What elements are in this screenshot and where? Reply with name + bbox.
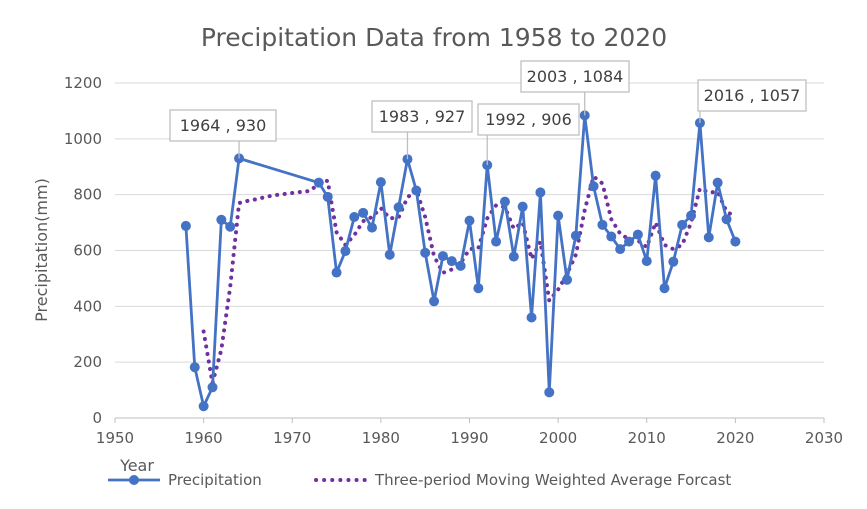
data-point-1986	[429, 296, 440, 307]
x-axis-title: Year	[119, 456, 154, 475]
data-point-1985	[420, 247, 431, 258]
data-point-1976	[340, 246, 351, 257]
legend-label-precipitation: Precipitation	[168, 471, 262, 489]
x-tick-label-1950: 1950	[96, 429, 134, 447]
data-point-1987	[437, 251, 448, 262]
legend-label-forecast: Three-period Moving Weighted Average For…	[374, 471, 731, 489]
data-point-1999	[544, 387, 555, 398]
data-point-1963	[225, 221, 236, 232]
callout-box-1964	[169, 109, 277, 142]
callout-box-2016	[697, 79, 807, 112]
x-tick-label-2030: 2030	[805, 429, 843, 447]
callout-label-1992: 1992 , 906	[485, 110, 572, 129]
series-layer	[180, 110, 741, 412]
data-point-1989	[455, 260, 466, 271]
y-tick-label-0: 0	[92, 409, 102, 427]
y-tick-label-1200: 1200	[64, 74, 102, 92]
x-tick-label-2020: 2020	[716, 429, 754, 447]
data-point-2012	[659, 283, 670, 294]
data-point-2015	[686, 210, 697, 221]
data-point-1991	[473, 283, 484, 294]
data-point-2005	[597, 219, 608, 230]
legend: Precipitation Three-period Moving Weight…	[108, 471, 731, 489]
data-point-1984	[411, 185, 422, 196]
data-point-1990	[464, 215, 475, 226]
data-point-1993	[491, 236, 502, 247]
y-tick-label-400: 400	[73, 297, 102, 315]
data-point-1958	[180, 220, 191, 231]
x-tick-label-1970: 1970	[273, 429, 311, 447]
data-point-1994	[499, 196, 510, 207]
y-tick-label-1000: 1000	[64, 130, 102, 148]
data-point-1982	[393, 202, 404, 213]
data-point-1998	[535, 187, 546, 198]
data-point-2004	[588, 181, 599, 192]
callout-label-2003: 2003 , 1084	[527, 67, 624, 86]
callout-label-1983: 1983 , 927	[379, 107, 466, 126]
data-point-2011	[650, 170, 661, 181]
data-point-2010	[641, 256, 652, 267]
data-point-2000	[553, 210, 564, 221]
x-axis-ticks: 1950 1960 1970 1980 1990 2000 2010 2020 2030	[96, 417, 843, 447]
data-point-1962	[216, 214, 227, 225]
x-tick-label-2000: 2000	[539, 429, 577, 447]
callout-box-1983	[371, 100, 473, 133]
x-tick-label-2010: 2010	[628, 429, 666, 447]
data-point-1979	[367, 222, 378, 233]
y-tick-label-800: 800	[73, 186, 102, 204]
data-point-2017	[703, 232, 714, 243]
data-point-1997	[526, 312, 537, 323]
y-axis-title: Precipitation(mm)	[32, 178, 51, 322]
data-point-1975	[331, 267, 342, 278]
data-point-2007	[615, 244, 626, 255]
data-point-2008	[624, 236, 635, 247]
x-tick-label-1980: 1980	[362, 429, 400, 447]
data-point-1980	[375, 177, 386, 188]
data-point-1995	[508, 251, 519, 262]
y-axis-ticks: 0 200 400 600 800 1000 1200	[64, 74, 102, 427]
callout-label-1964: 1964 , 930	[180, 116, 267, 135]
callout-box-1992	[477, 103, 580, 136]
chart-title: Precipitation Data from 1958 to 2020	[201, 23, 667, 52]
data-point-1973	[313, 177, 324, 188]
data-point-2019	[721, 214, 732, 225]
x-tick-label-1990: 1990	[450, 429, 488, 447]
callout-box-2003	[520, 60, 630, 93]
data-point-1996	[517, 201, 528, 212]
data-point-1981	[384, 249, 395, 260]
data-point-2009	[632, 229, 643, 240]
x-tick-label-1960: 1960	[185, 429, 223, 447]
y-tick-label-600: 600	[73, 242, 102, 260]
data-point-1959	[189, 362, 200, 373]
data-point-2018	[712, 177, 723, 188]
data-point-2014	[677, 219, 688, 230]
data-point-1988	[446, 256, 457, 267]
y-tick-label-200: 200	[73, 353, 102, 371]
data-point-2013	[668, 256, 679, 267]
callout-label-2016: 2016 , 1057	[704, 86, 801, 105]
legend-marker-precipitation	[129, 475, 139, 485]
series-line-forecast	[201, 173, 738, 384]
data-point-1960	[198, 401, 209, 412]
data-point-1978	[358, 207, 369, 218]
data-point-2001	[561, 274, 572, 285]
callout-layer: 1964 , 930 1983 , 927 1992 , 906 2003 , 108…	[169, 60, 807, 166]
data-point-1961	[207, 382, 218, 393]
data-point-2020	[730, 236, 741, 247]
data-point-1974	[322, 191, 333, 202]
data-point-1977	[349, 212, 360, 222]
data-point-2002	[570, 230, 581, 241]
data-point-2006	[606, 231, 617, 242]
